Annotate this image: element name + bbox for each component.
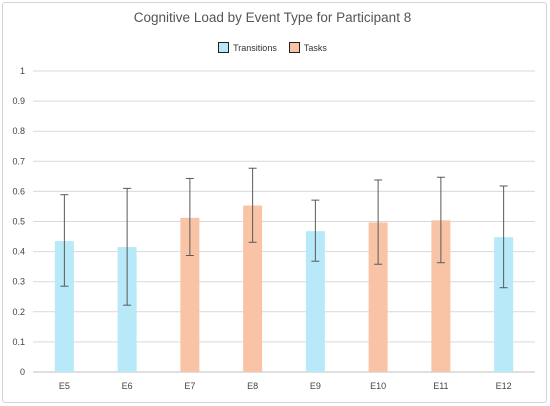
- error-bar-e8: [248, 167, 257, 243]
- y-tick-label: 0.2: [12, 307, 25, 317]
- x-tick-label: E6: [122, 381, 133, 391]
- legend-item-transitions: Transitions: [218, 42, 277, 53]
- bar-e10: [368, 222, 388, 372]
- error-bar-e10: [374, 179, 383, 265]
- x-tick-label: E5: [59, 381, 70, 391]
- chart-title: Cognitive Load by Event Type for Partici…: [133, 10, 412, 25]
- error-bar-e7: [185, 177, 194, 257]
- x-tick-label: E8: [247, 381, 258, 391]
- legend: Transitions Tasks: [0, 42, 545, 53]
- bars: [54, 205, 514, 372]
- error-bar-e12: [499, 185, 508, 289]
- legend-swatch-tasks: [288, 42, 300, 53]
- y-tick-label: 0.8: [12, 126, 25, 136]
- bar-e7: [180, 217, 200, 372]
- bar-e11: [431, 220, 451, 372]
- x-tick-label: E11: [433, 381, 448, 391]
- x-tick-label: E12: [496, 381, 512, 391]
- x-tick-label: E7: [184, 381, 195, 391]
- error-bar-e11: [436, 176, 445, 264]
- bar-e6: [117, 247, 137, 372]
- y-tick-label: 0.5: [12, 217, 25, 227]
- chart-area: [2, 2, 547, 403]
- error-bar-e5: [60, 194, 69, 287]
- x-tick-label: E10: [370, 381, 386, 391]
- y-tick-label: 0.3: [12, 277, 25, 287]
- x-tick-label: E9: [310, 381, 321, 391]
- bar-e5: [54, 241, 74, 372]
- legend-label-transitions: Transitions: [233, 42, 277, 53]
- y-tick-label: 1: [20, 66, 25, 76]
- legend-label-tasks: Tasks: [303, 42, 327, 53]
- bar-e12: [494, 237, 514, 372]
- y-tick-label: 0: [20, 367, 25, 377]
- bar-e9: [305, 231, 325, 372]
- error-bar-e9: [311, 199, 320, 262]
- legend-swatch-transitions: [218, 42, 230, 53]
- legend-item-tasks: Tasks: [288, 42, 327, 53]
- y-tick-label: 0.7: [12, 156, 25, 166]
- tick-labels: 0 0.1 0.2 0.3 0.4 0.5 0.6 0.7 0.8 0.9 1 E5 E6 E7 E8 E9 E…: [12, 66, 511, 391]
- error-bar-e6: [123, 187, 132, 306]
- y-tick-label: 0.4: [12, 247, 25, 257]
- gridlines: [33, 70, 535, 373]
- error-bars: [60, 167, 508, 306]
- y-tick-label: 0.1: [12, 337, 25, 347]
- y-tick-label: 0.9: [12, 96, 25, 106]
- bar-e8: [243, 205, 263, 372]
- y-tick-label: 0.6: [12, 186, 25, 196]
